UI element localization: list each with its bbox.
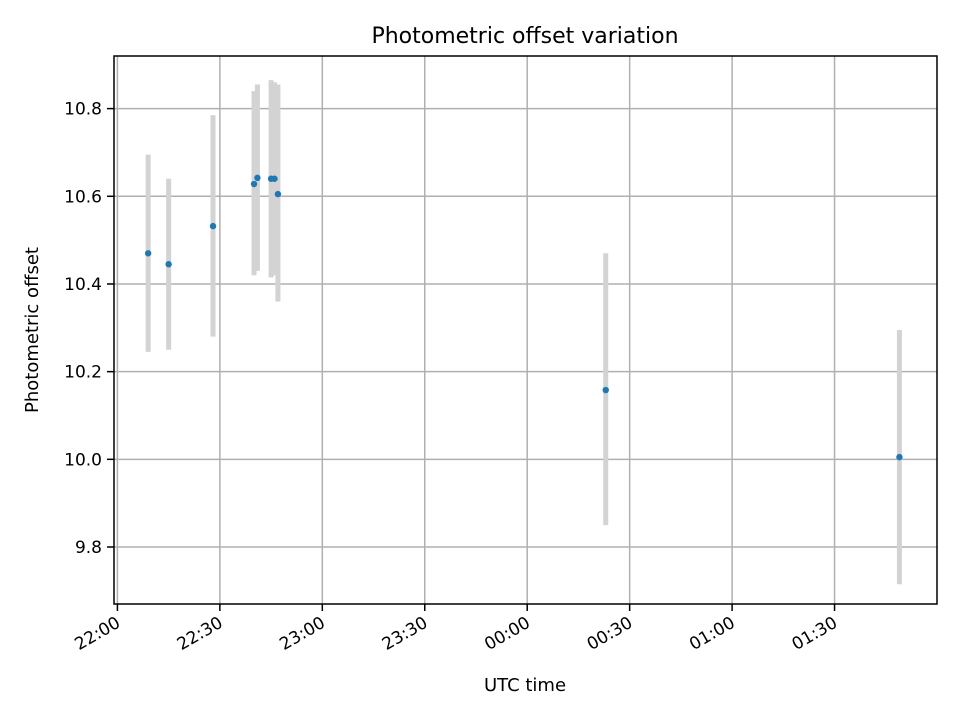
grid-lines xyxy=(114,56,937,604)
plot-frame xyxy=(113,55,938,605)
data-point xyxy=(250,180,258,188)
y-tick-label: 10.0 xyxy=(64,450,102,470)
data-points xyxy=(144,174,903,461)
data-point xyxy=(209,222,217,230)
y-tick-label: 10.4 xyxy=(64,275,102,295)
chart-title: Photometric offset variation xyxy=(371,24,678,49)
data-point xyxy=(254,174,261,182)
y-axis-label: Photometric offset xyxy=(22,247,43,413)
y-tick-label: 10.2 xyxy=(64,363,102,383)
x-axis-label: UTC time xyxy=(484,675,566,696)
y-axis-ticks: 9.8 10.0 10.2 10.4 10.6 10.8 xyxy=(64,100,114,558)
y-tick-label: 10.8 xyxy=(64,100,102,120)
data-point xyxy=(274,190,282,198)
data-point xyxy=(144,250,152,257)
y-tick-label: 10.6 xyxy=(64,187,102,207)
data-point xyxy=(896,453,903,461)
data-point xyxy=(602,386,609,394)
y-tick-label: 9.8 xyxy=(75,538,102,558)
data-point xyxy=(165,261,172,268)
data-point xyxy=(271,175,278,182)
